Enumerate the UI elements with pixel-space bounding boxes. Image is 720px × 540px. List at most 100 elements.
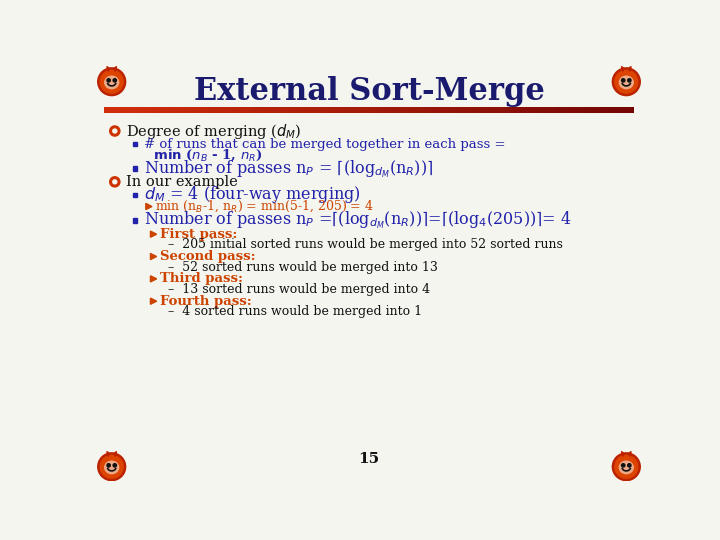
- Bar: [347, 107, 351, 112]
- Bar: [449, 107, 454, 112]
- Bar: [510, 107, 516, 112]
- Bar: [250, 107, 255, 112]
- Bar: [307, 107, 312, 112]
- Circle shape: [100, 70, 123, 93]
- Bar: [338, 107, 343, 112]
- Bar: [436, 107, 440, 112]
- Text: Second pass:: Second pass:: [160, 250, 256, 263]
- Bar: [130, 107, 135, 112]
- Polygon shape: [150, 276, 157, 282]
- Bar: [192, 107, 197, 112]
- Bar: [325, 107, 330, 112]
- Ellipse shape: [619, 76, 634, 89]
- Circle shape: [98, 453, 126, 481]
- Text: –  4 sorted runs would be merged into 1: – 4 sorted runs would be merged into 1: [168, 306, 422, 319]
- Polygon shape: [114, 451, 117, 456]
- Text: Number of passes n$_P$ =$\lceil$(log$_{d_M}$(n$_R$))$\rceil$=$\lceil$(log$_4$(20: Number of passes n$_P$ =$\lceil$(log$_{d…: [144, 210, 572, 231]
- Bar: [577, 107, 582, 112]
- Circle shape: [612, 453, 640, 481]
- Bar: [246, 107, 250, 112]
- Bar: [519, 107, 524, 112]
- Bar: [471, 107, 475, 112]
- Text: –  13 sorted runs would be merged into 4: – 13 sorted runs would be merged into 4: [168, 283, 430, 296]
- Circle shape: [628, 79, 631, 82]
- Polygon shape: [150, 298, 157, 304]
- Text: min (n$_B$-1, n$_R$) = min(5-1, 205) = 4: min (n$_B$-1, n$_R$) = min(5-1, 205) = 4: [155, 199, 374, 214]
- Bar: [550, 107, 555, 112]
- Text: –  52 sorted runs would be merged into 13: – 52 sorted runs would be merged into 13: [168, 261, 437, 274]
- Bar: [294, 107, 299, 112]
- Bar: [272, 107, 276, 112]
- Circle shape: [615, 70, 638, 93]
- Bar: [608, 107, 612, 112]
- Bar: [188, 107, 193, 112]
- Bar: [612, 107, 617, 112]
- Bar: [391, 107, 396, 112]
- Bar: [316, 107, 321, 112]
- Bar: [453, 107, 458, 112]
- Bar: [528, 107, 533, 112]
- Bar: [625, 107, 630, 112]
- Bar: [241, 107, 246, 112]
- Bar: [462, 107, 467, 112]
- Bar: [506, 107, 510, 112]
- Bar: [523, 107, 528, 112]
- Bar: [258, 107, 264, 112]
- Bar: [533, 107, 537, 112]
- Bar: [276, 107, 281, 112]
- Circle shape: [628, 464, 631, 467]
- Polygon shape: [150, 253, 157, 260]
- Bar: [594, 107, 599, 112]
- Bar: [132, 193, 138, 197]
- Bar: [426, 107, 431, 112]
- Bar: [236, 107, 241, 112]
- Text: Third pass:: Third pass:: [160, 272, 243, 285]
- Text: $d_M$ = 4 (four-way merging): $d_M$ = 4 (four-way merging): [144, 185, 361, 205]
- Circle shape: [107, 79, 110, 82]
- Bar: [563, 107, 568, 112]
- Bar: [413, 107, 418, 112]
- Bar: [144, 107, 148, 112]
- Bar: [480, 107, 485, 112]
- Bar: [409, 107, 413, 112]
- Circle shape: [113, 464, 117, 467]
- Bar: [215, 107, 219, 112]
- Bar: [223, 107, 228, 112]
- Bar: [132, 142, 138, 146]
- Bar: [254, 107, 259, 112]
- Bar: [201, 107, 206, 112]
- Bar: [132, 218, 138, 222]
- Bar: [139, 107, 144, 112]
- Bar: [135, 107, 140, 112]
- Text: $\mathbf{min}$ ($n_B$ - 1, $n_R$): $\mathbf{min}$ ($n_B$ - 1, $n_R$): [144, 147, 263, 163]
- Polygon shape: [621, 451, 624, 456]
- Bar: [126, 107, 131, 112]
- Bar: [117, 107, 122, 112]
- Bar: [492, 107, 498, 112]
- Bar: [356, 107, 361, 112]
- Bar: [400, 107, 405, 112]
- Circle shape: [621, 464, 625, 467]
- Bar: [153, 107, 158, 112]
- Circle shape: [100, 455, 123, 478]
- Text: 15: 15: [359, 452, 379, 466]
- Bar: [104, 107, 109, 112]
- Bar: [444, 107, 449, 112]
- Bar: [431, 107, 436, 112]
- Bar: [369, 107, 374, 112]
- Circle shape: [615, 455, 638, 478]
- Ellipse shape: [104, 76, 119, 89]
- Bar: [616, 107, 621, 112]
- Bar: [603, 107, 608, 112]
- Bar: [267, 107, 272, 112]
- Bar: [351, 107, 356, 112]
- Text: Fourth pass:: Fourth pass:: [160, 295, 251, 308]
- Bar: [405, 107, 409, 112]
- Circle shape: [107, 464, 110, 467]
- Bar: [568, 107, 572, 112]
- Bar: [497, 107, 502, 112]
- Bar: [418, 107, 423, 112]
- Bar: [179, 107, 184, 112]
- Bar: [374, 107, 378, 112]
- Bar: [488, 107, 493, 112]
